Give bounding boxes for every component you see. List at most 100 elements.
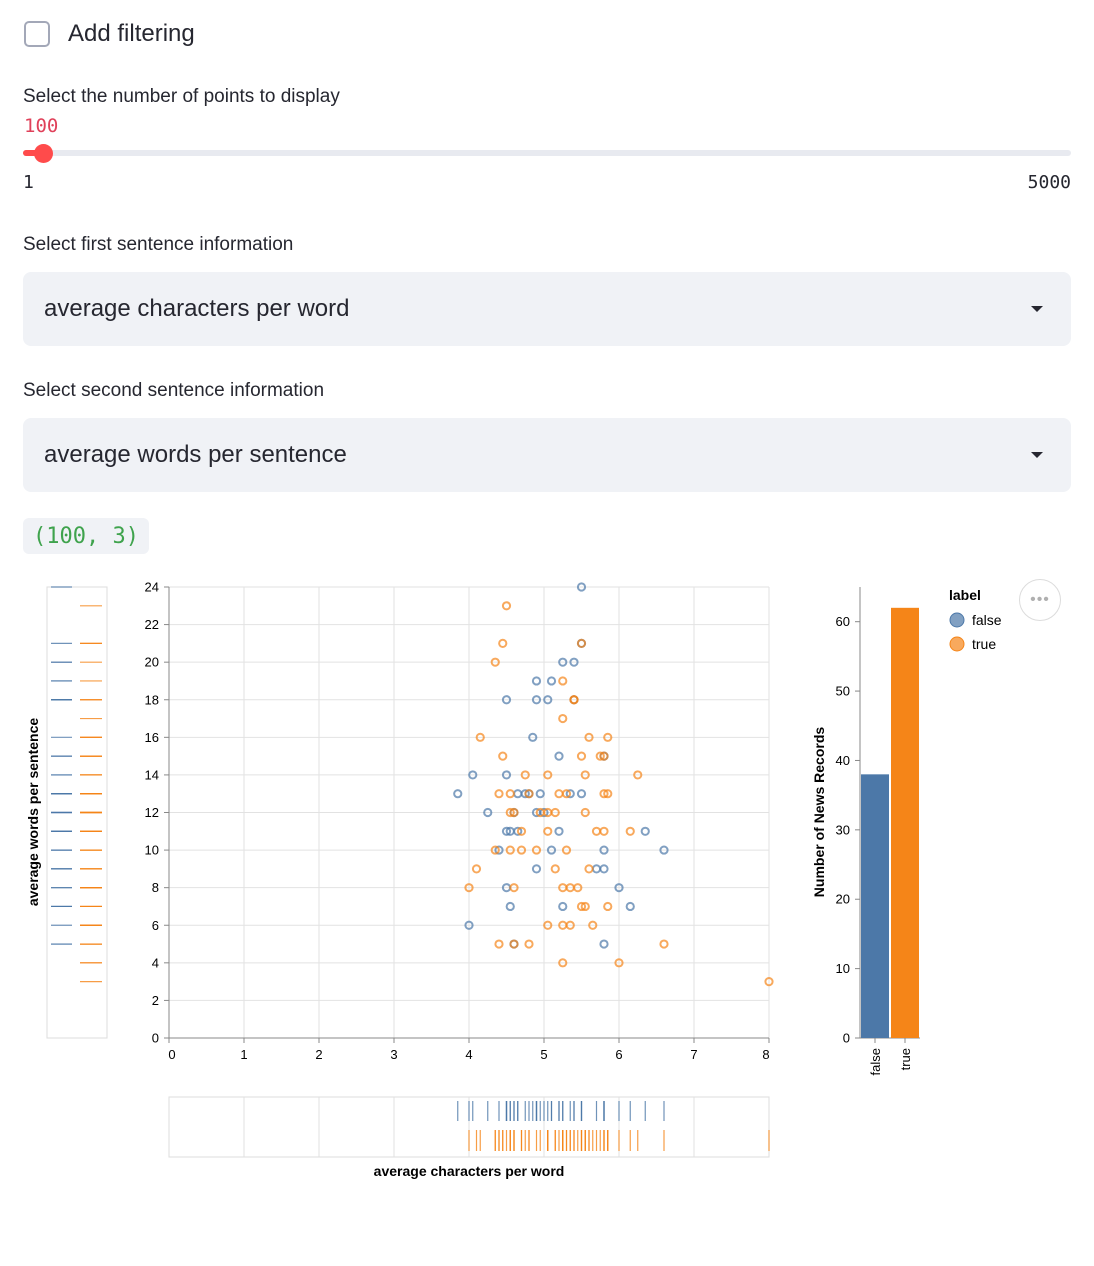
scatter-point-true — [588, 920, 598, 930]
scatter-point-true — [475, 732, 485, 742]
scatter-point-true — [558, 713, 568, 724]
first-select-value: average characters per word — [44, 295, 350, 322]
scatter-point-true — [471, 864, 482, 874]
y-tick-label: 22 — [145, 617, 159, 632]
points-slider-track[interactable] — [23, 150, 1071, 156]
bar-y-tick-label: 30 — [836, 822, 850, 837]
scatter-point-true — [516, 845, 527, 855]
legend-title: label — [949, 587, 981, 603]
legend-swatch-false — [949, 612, 965, 628]
y-tick-label: 2 — [152, 993, 159, 1008]
scatter-point-true — [490, 845, 500, 855]
x-tick-label: 7 — [690, 1047, 697, 1062]
scatter-point-true — [599, 789, 609, 799]
x-axis-title: average characters per word — [374, 1163, 565, 1179]
scatter-point-true — [576, 901, 587, 912]
x-tick-label: 6 — [615, 1047, 622, 1062]
scatter-point-false — [554, 826, 564, 836]
scatter-point-true — [509, 807, 519, 818]
x-tick-label: 3 — [390, 1047, 397, 1062]
filter-checkbox[interactable]: Add filtering — [24, 18, 195, 50]
scatter-point-false — [513, 826, 523, 836]
first-select-label: Select first sentence information — [23, 234, 294, 255]
chevron-down-icon[interactable] — [1031, 452, 1043, 458]
y-tick-label: 10 — [145, 843, 159, 858]
checkbox-box[interactable] — [24, 21, 50, 47]
x-strip-frame — [168, 1096, 770, 1158]
scatter-point-false — [513, 789, 523, 799]
scatter-point-true — [494, 789, 504, 799]
y-strip-plot: average words per sentence — [25, 586, 108, 1039]
scatter-point-true — [576, 751, 587, 761]
y-tick-label: 24 — [145, 580, 159, 595]
scatter-point-false — [599, 845, 609, 855]
scatter-point-true — [543, 770, 553, 780]
points-slider-max: 5000 — [1027, 172, 1071, 193]
legend-swatch-true — [949, 636, 965, 652]
scatter-point-true — [603, 789, 613, 799]
scatter-point-false — [599, 939, 609, 949]
y-tick-label: 18 — [145, 692, 159, 707]
y-strip-frame — [46, 586, 108, 1039]
scatter-point-true — [490, 657, 500, 667]
points-slider-value: 100 — [24, 115, 59, 137]
scatter-point-false — [625, 901, 635, 912]
scatter-point-true — [509, 939, 519, 949]
points-slider-label: Select the number of points to display — [23, 86, 340, 107]
y-tick-label: 14 — [145, 767, 159, 782]
scatter-point-true — [558, 676, 568, 686]
scatter-point-false — [543, 695, 553, 705]
scatter-point-false — [558, 657, 568, 667]
scatter-point-true — [516, 826, 527, 836]
scatter-point-false — [565, 789, 575, 799]
x-strip-plot: average characters per word — [168, 1096, 770, 1179]
scatter-point-true — [494, 939, 504, 949]
shape-output-text: (100, 3) — [33, 523, 139, 549]
scatter-point-false — [468, 770, 478, 780]
bar-y-axis-title: Number of News Records — [811, 727, 827, 898]
more-actions-button[interactable]: ••• — [1019, 579, 1061, 621]
y-tick-label: 16 — [145, 730, 159, 745]
scatter-point-true — [580, 770, 590, 780]
x-tick-label: 4 — [465, 1047, 472, 1062]
chart-area: average words per sentence 0 1 2 3 4 5 6 7 80246… — [25, 580, 1002, 1180]
scatter-point-true — [614, 958, 624, 968]
scatter-point-false — [464, 920, 474, 930]
scatter-point-true — [524, 939, 534, 949]
scatter-point-false — [558, 901, 568, 912]
scatter-point-true — [580, 807, 590, 818]
bar-y-tick-label: 0 — [843, 1031, 850, 1046]
scatter-point-true — [576, 638, 587, 648]
scatter-point-false — [539, 807, 549, 818]
bar-y-tick-label: 60 — [836, 614, 850, 629]
scatter-point-true — [558, 958, 568, 968]
bar-chart: 0 10 20 30 40 50 60 false true Number of News Re… — [811, 587, 920, 1075]
scatter-point-true — [764, 977, 774, 987]
scatter-point-false — [546, 676, 557, 686]
y-tick-label: 8 — [152, 880, 159, 895]
points-slider-min: 1 — [23, 172, 34, 193]
scatter-point-false — [554, 751, 564, 761]
scatter-point-true — [509, 883, 519, 893]
scatter-point-true — [659, 939, 669, 949]
scatter-point-true — [584, 864, 594, 874]
y-tick-label: 0 — [152, 1031, 159, 1046]
shape-output: (100, 3) — [23, 518, 149, 554]
scatter-point-true — [501, 601, 512, 611]
scatter-point-true — [595, 751, 605, 761]
x-tick-label: 5 — [540, 1047, 547, 1062]
scatter-point-true — [584, 732, 594, 742]
scatter-point-false — [528, 732, 538, 742]
scatter-point-false — [494, 845, 504, 855]
legend-label-false: false — [972, 612, 1002, 628]
bar-false — [861, 774, 889, 1038]
first-select[interactable]: average characters per word — [23, 272, 1071, 346]
legend: label false true — [949, 587, 1002, 652]
x-tick-label: 2 — [315, 1047, 322, 1062]
scatter-point-false — [505, 901, 515, 912]
chevron-down-icon[interactable] — [1031, 306, 1043, 312]
points-slider-thumb[interactable] — [34, 144, 53, 163]
scatter-point-true — [599, 751, 609, 761]
second-select[interactable]: average words per sentence — [23, 418, 1071, 492]
filter-checkbox-label: Add filtering — [68, 20, 195, 47]
